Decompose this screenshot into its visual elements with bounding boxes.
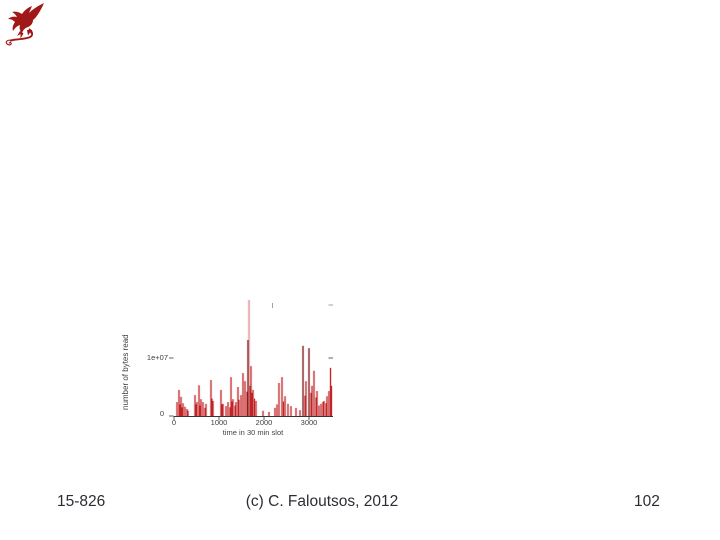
- footer-course-number: 15-826: [57, 493, 106, 510]
- y-tick-label-1e7: 1e+07: [146, 353, 168, 362]
- y-axis-label: number of bytes read: [121, 334, 130, 410]
- cmu-scs-dragon-logo: [5, 3, 44, 46]
- x-tick-label-0: 0: [171, 418, 177, 427]
- x-tick-label-3000: 3000: [300, 418, 318, 427]
- footer-copyright: (c) C. Faloutsos, 2012: [245, 493, 399, 510]
- x-tick-label-1000: 1000: [210, 418, 228, 427]
- y-tick-label-0: 0: [159, 409, 164, 418]
- x-tick-label-2000: 2000: [255, 418, 273, 427]
- traffic-plot-area: [169, 300, 333, 420]
- x-axis-label: time in 30 min slot: [222, 428, 284, 437]
- footer-page-number: 102: [634, 493, 660, 510]
